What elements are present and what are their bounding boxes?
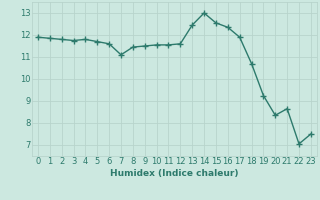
X-axis label: Humidex (Indice chaleur): Humidex (Indice chaleur) (110, 169, 239, 178)
